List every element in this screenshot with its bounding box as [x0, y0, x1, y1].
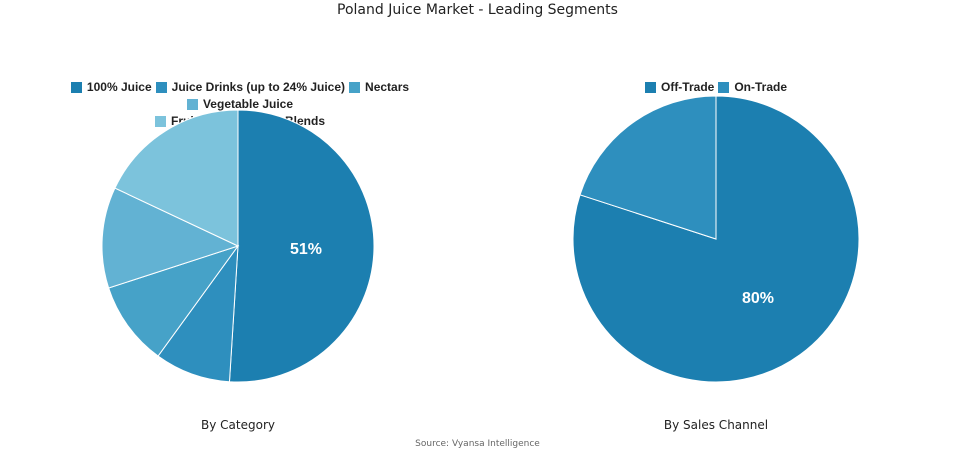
legend-label: Juice Drinks (up to 24% Juice) — [171, 80, 346, 94]
pie-slice — [114, 109, 239, 247]
legend-swatch — [718, 82, 730, 93]
legend-swatch — [70, 82, 82, 93]
legend-swatch — [644, 82, 656, 93]
legend-item: Vegetable Juice — [186, 97, 294, 112]
data-label: 51% — [290, 241, 322, 258]
legend-label: 100% Juice — [86, 80, 152, 94]
chart-title: Poland Juice Market - Leading Segments — [337, 2, 618, 18]
subtitle-sales-channel: By Sales Channel — [663, 418, 769, 432]
subtitle-category: By Category — [201, 418, 275, 432]
legend-swatch — [155, 82, 167, 93]
legend-item: 100% Juice — [70, 80, 152, 95]
legend-swatch — [349, 82, 361, 93]
legend-item: Juice Drinks (up to 24% Juice) — [155, 80, 346, 95]
pie-slice — [228, 109, 375, 383]
legend-swatch — [186, 99, 198, 110]
legend-sales-channel: Off-Trade On-Trade — [566, 80, 866, 97]
legend-label: On-Trade — [734, 80, 788, 94]
pie-slice — [101, 187, 240, 289]
pie-slice — [579, 95, 717, 240]
legend-label: Nectars — [365, 80, 410, 94]
legend-label: Vegetable Juice — [202, 97, 294, 111]
legend-item: On-Trade — [718, 80, 787, 95]
legend-swatch — [154, 116, 166, 127]
source-note: Source: Vyansa Intelligence — [415, 439, 540, 449]
data-label: 80% — [742, 290, 774, 307]
legend-item: Off-Trade — [644, 80, 715, 95]
pie-slice — [108, 245, 240, 357]
legend-label: Off-Trade — [660, 80, 715, 94]
legend-item: Nectars — [349, 80, 409, 95]
